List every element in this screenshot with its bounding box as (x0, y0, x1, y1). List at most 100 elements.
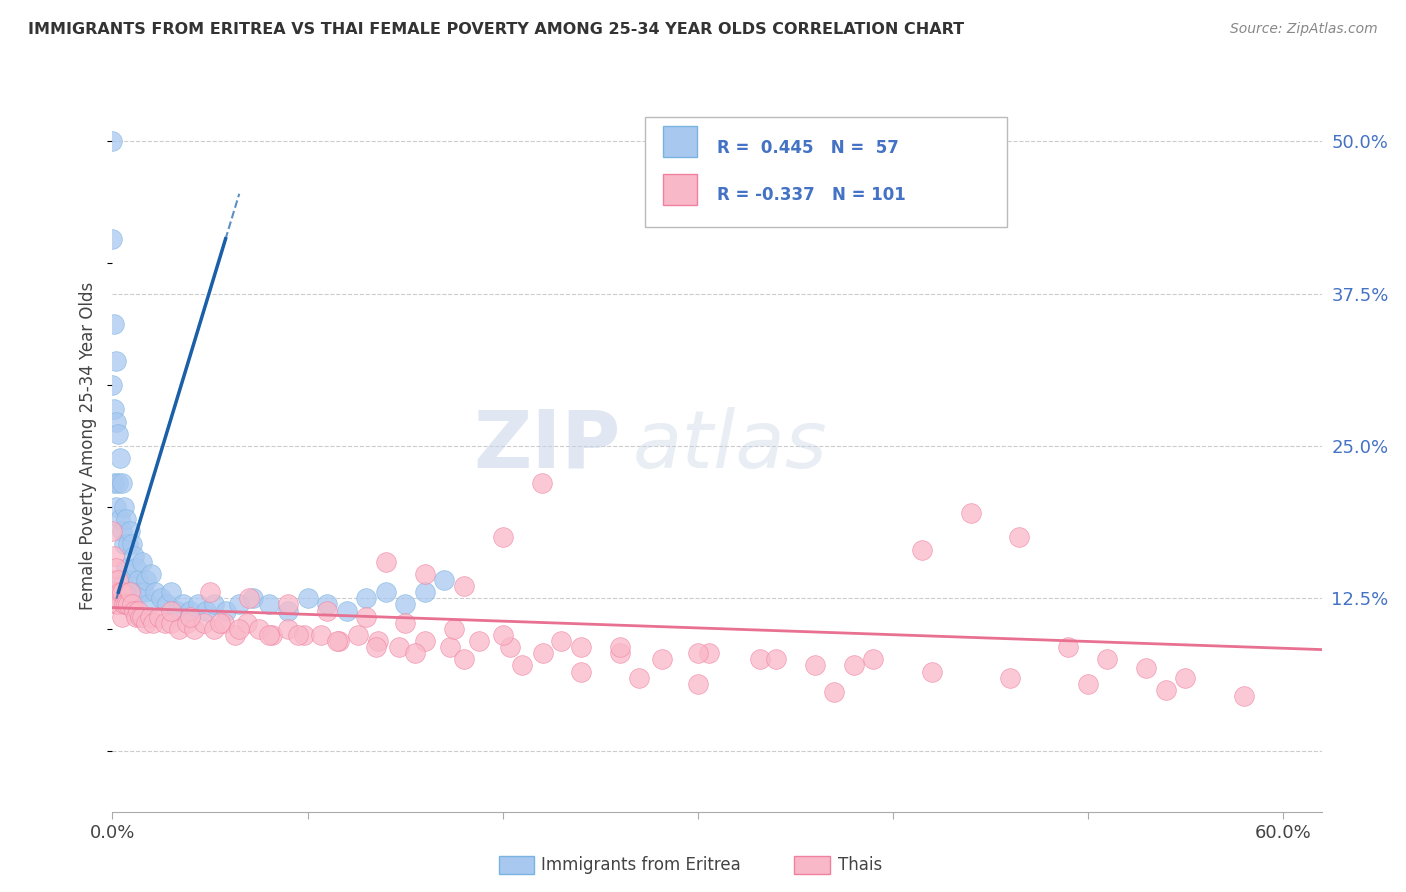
Point (128, 609, 150, 624)
Point (136, 598, 159, 612)
Point (228, 622, 250, 636)
Point (569, 665, 592, 679)
Point (236, 615, 259, 630)
Point (651, 652, 673, 666)
Point (208, 615, 231, 630)
Point (326, 634, 349, 648)
Point (111, 585, 134, 599)
Point (107, 475, 129, 490)
Point (1095, 652, 1118, 666)
Point (453, 652, 475, 666)
Point (112, 536, 135, 550)
Point (842, 658, 865, 673)
Point (179, 604, 201, 618)
Point (112, 598, 135, 612)
Point (115, 598, 138, 612)
Text: atlas: atlas (633, 407, 827, 485)
Point (1233, 689, 1256, 703)
Point (433, 573, 456, 587)
Point (166, 604, 188, 618)
Point (998, 671, 1021, 685)
Point (242, 591, 264, 606)
Point (156, 598, 179, 612)
Point (394, 598, 416, 612)
Point (101, 232, 124, 246)
Point (533, 646, 555, 660)
Point (121, 536, 143, 550)
Point (959, 506, 981, 520)
Point (110, 451, 132, 466)
Point (628, 671, 651, 685)
Point (125, 561, 148, 575)
Point (316, 598, 339, 612)
Point (257, 598, 280, 612)
Point (569, 640, 592, 655)
Point (212, 615, 235, 630)
Point (131, 609, 153, 624)
Point (491, 530, 513, 544)
Point (609, 646, 631, 660)
Point (354, 609, 377, 624)
Point (103, 549, 125, 563)
Point (1008, 530, 1031, 544)
Point (510, 658, 533, 673)
Point (550, 634, 572, 648)
Point (160, 604, 183, 618)
Point (297, 591, 319, 606)
Point (101, 378, 124, 392)
Point (262, 628, 284, 642)
Point (328, 634, 350, 648)
Point (111, 573, 134, 587)
Point (193, 615, 215, 630)
Point (107, 426, 129, 441)
Point (128, 585, 150, 599)
Point (1135, 661, 1157, 675)
Point (160, 585, 183, 599)
Point (117, 536, 139, 550)
Point (115, 561, 138, 575)
Point (364, 640, 387, 655)
Point (921, 665, 943, 679)
Point (172, 598, 194, 612)
Point (202, 598, 225, 612)
Point (135, 573, 157, 587)
Text: R = -0.337   N = 101: R = -0.337 N = 101 (717, 186, 905, 204)
Point (111, 475, 134, 490)
Point (413, 585, 436, 599)
Point (277, 598, 299, 612)
Text: Source: ZipAtlas.com: Source: ZipAtlas.com (1230, 22, 1378, 37)
Point (309, 628, 332, 642)
Point (115, 512, 138, 526)
Point (609, 640, 631, 655)
Point (105, 561, 128, 575)
Point (103, 317, 125, 331)
Point (335, 604, 357, 618)
Text: Thais: Thais (838, 856, 882, 874)
Point (499, 640, 522, 655)
Point (183, 622, 205, 636)
Point (277, 622, 299, 636)
Point (103, 585, 125, 599)
Bar (662, 127, 696, 157)
Point (122, 549, 145, 563)
Point (198, 585, 221, 599)
Point (413, 634, 436, 648)
Point (127, 573, 149, 587)
Point (374, 585, 396, 599)
Point (247, 622, 270, 636)
Point (257, 628, 280, 642)
Point (101, 524, 124, 539)
Point (491, 628, 513, 642)
Point (111, 609, 134, 624)
Point (105, 415, 128, 429)
Point (394, 615, 416, 630)
Point (277, 604, 299, 618)
Point (110, 585, 132, 599)
Point (803, 658, 825, 673)
Text: R =  0.445   N =  57: R = 0.445 N = 57 (717, 138, 898, 157)
Point (347, 628, 370, 642)
Point (823, 685, 845, 699)
Point (103, 475, 125, 490)
Point (112, 500, 135, 514)
Point (142, 615, 165, 630)
